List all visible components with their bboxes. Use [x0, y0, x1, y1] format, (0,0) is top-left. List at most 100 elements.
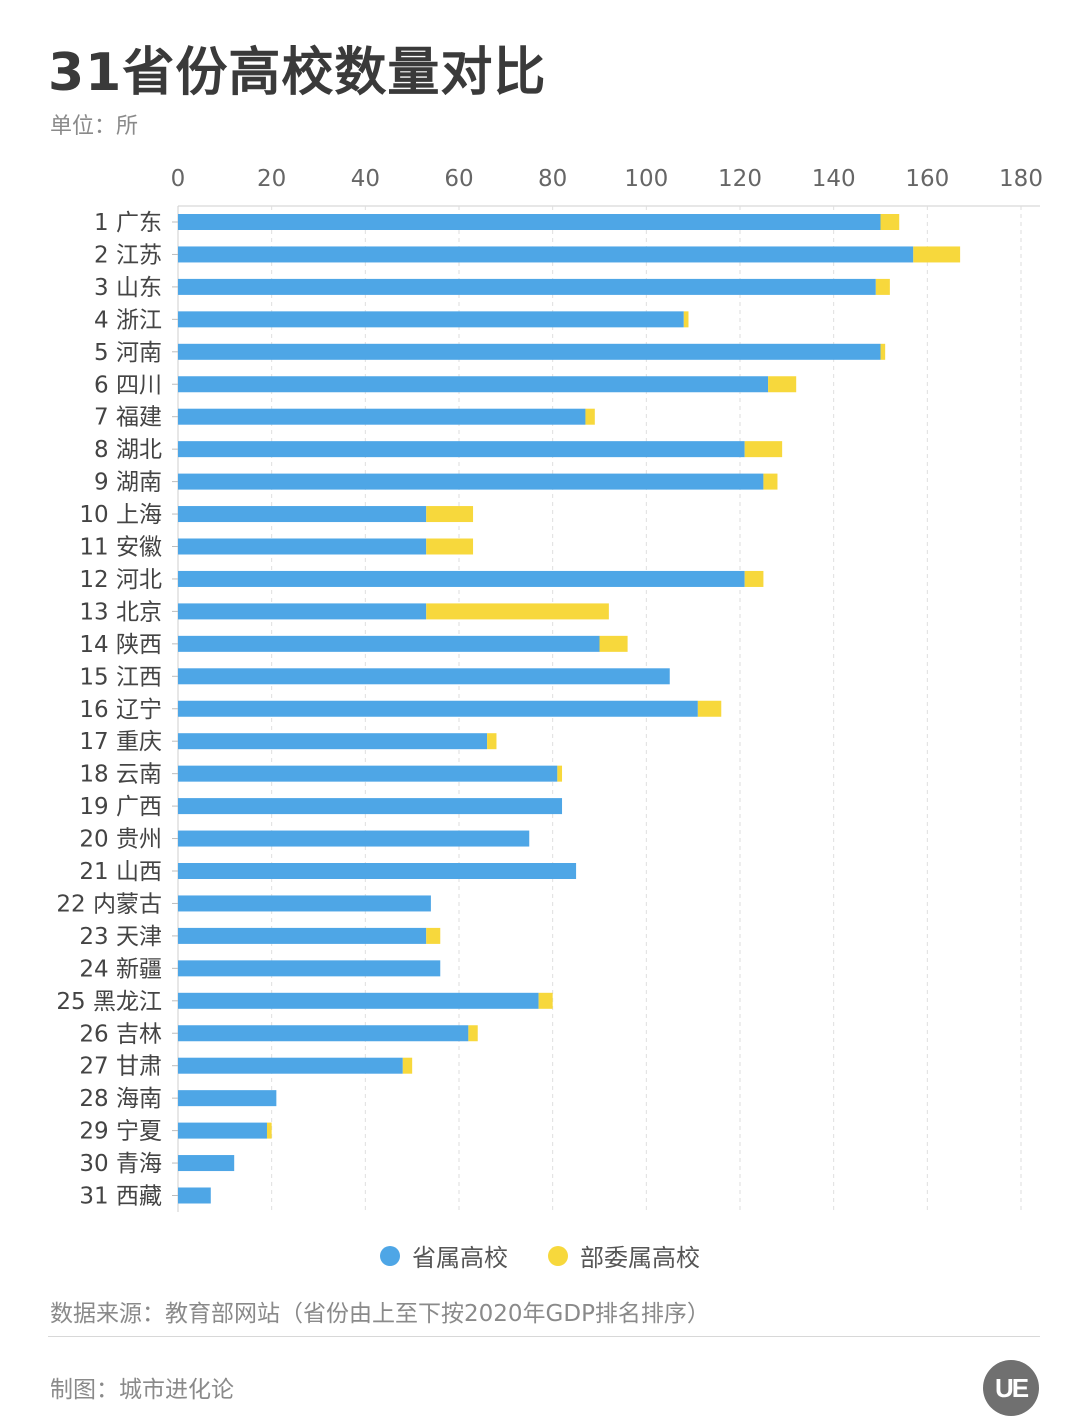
x-tick-label: 120	[718, 166, 762, 192]
category-label: 2 江苏	[94, 242, 162, 268]
bar-provincial	[178, 1057, 403, 1074]
bar-ministry	[880, 214, 900, 230]
bar-provincial	[178, 343, 881, 360]
bar-provincial	[178, 473, 764, 490]
bar-ministry	[538, 992, 553, 1009]
x-tick-label: 100	[624, 166, 668, 192]
category-label: 29 宁夏	[79, 1119, 162, 1145]
category-label: 26 吉林	[79, 1021, 162, 1047]
bar-ministry	[585, 408, 595, 425]
category-label: 12 河北	[79, 567, 162, 593]
bar-provincial	[178, 441, 745, 458]
legend-item-ministry: 部委属高校	[548, 1238, 700, 1273]
bar-ministry	[557, 765, 563, 782]
bar-provincial	[178, 603, 427, 620]
bar-provincial	[178, 992, 539, 1009]
bar-provincial	[178, 733, 488, 750]
category-label: 24 新疆	[79, 956, 162, 982]
category-label: 5 河南	[94, 340, 162, 366]
bar-ministry	[487, 733, 497, 750]
bar-ministry	[697, 700, 722, 717]
category-label: 21 山西	[79, 859, 162, 885]
bar-provincial	[178, 311, 684, 328]
bar-provincial	[178, 895, 431, 912]
bar-provincial	[178, 1155, 235, 1172]
bar-ministry	[875, 278, 890, 295]
ue-logo-icon: UE	[983, 1360, 1039, 1416]
bar-provincial	[178, 1090, 277, 1107]
bar-provincial	[178, 635, 600, 652]
chart-title: 31省份高校数量对比	[48, 43, 547, 103]
bar-ministry	[913, 246, 961, 263]
bar-provincial	[178, 863, 577, 879]
bar-ministry	[683, 311, 689, 328]
category-label: 23 天津	[79, 924, 162, 950]
bar-ministry	[426, 603, 609, 620]
bar-ministry	[402, 1057, 413, 1074]
category-label: 25 黑龙江	[56, 989, 162, 1015]
legend-label-provincial: 省属高校	[412, 1244, 508, 1272]
category-label: 31 西藏	[79, 1184, 162, 1210]
bar-ministry	[880, 343, 886, 360]
category-label: 27 甘肃	[79, 1054, 162, 1080]
bar-ministry	[266, 1122, 272, 1139]
bar-provincial	[178, 960, 441, 977]
legend-item-provincial: 省属高校	[380, 1238, 508, 1273]
x-tick-label: 20	[257, 166, 286, 192]
bar-ministry	[744, 441, 783, 458]
x-tick-label: 140	[812, 166, 856, 192]
bar-ministry	[768, 376, 797, 393]
bar-ministry	[468, 1025, 478, 1042]
legend-label-ministry: 部委属高校	[580, 1244, 700, 1272]
category-label: 22 内蒙古	[56, 891, 162, 917]
legend: 省属高校 部委属高校	[0, 1238, 1080, 1273]
bar-provincial	[178, 278, 876, 295]
category-label: 14 陕西	[79, 632, 162, 658]
bar-provincial	[178, 408, 586, 425]
chart-credit: 制图：城市进化论	[50, 1377, 234, 1403]
category-label: 9 湖南	[94, 470, 162, 496]
bar-ministry	[744, 570, 764, 587]
x-tick-label: 0	[171, 166, 186, 192]
category-label: 11 安徽	[79, 535, 162, 561]
category-label: 28 海南	[79, 1086, 162, 1112]
category-label: 8 湖北	[94, 437, 162, 463]
bar-provincial	[178, 1025, 469, 1042]
category-label: 15 江西	[79, 664, 162, 690]
bar-ministry	[763, 473, 778, 490]
bar-provincial	[178, 506, 427, 523]
footer-divider	[48, 1336, 1040, 1337]
bar-provincial	[178, 798, 563, 815]
category-label: 3 山东	[94, 275, 162, 301]
bar-provincial	[178, 1122, 267, 1139]
bar-ministry	[426, 538, 474, 555]
category-label: 1 广东	[94, 210, 162, 236]
x-tick-label: 180	[999, 166, 1043, 192]
category-label: 30 青海	[79, 1151, 162, 1177]
category-label: 20 贵州	[79, 827, 162, 853]
bar-provincial	[178, 214, 881, 230]
bar-provincial	[178, 538, 427, 555]
category-label: 19 广西	[79, 794, 162, 820]
bar-provincial	[178, 927, 427, 944]
bar-chart: 0 20 40 60 80 100 120 140 160 180 1 广东 2 江苏 3 山东 4 浙江…	[56, 166, 1043, 1212]
x-tick-label: 80	[538, 166, 567, 192]
category-label: 6 四川	[94, 372, 162, 398]
bar-provincial	[178, 1187, 211, 1204]
bar-ministry	[426, 927, 441, 944]
x-tick-label: 40	[351, 166, 380, 192]
bar-provincial	[178, 570, 745, 587]
bar-provincial	[178, 765, 558, 782]
x-tick-label: 60	[444, 166, 473, 192]
unit-label: 单位：所	[50, 114, 139, 139]
bar-provincial	[178, 668, 670, 685]
bar-provincial	[178, 376, 769, 393]
legend-blue-dot-icon	[380, 1245, 400, 1266]
category-label: 16 辽宁	[79, 697, 162, 723]
x-tick-label: 160	[905, 166, 949, 192]
category-label: 7 福建	[94, 405, 162, 431]
bar-provincial	[178, 830, 530, 847]
category-label: 4 浙江	[94, 307, 162, 333]
legend-yellow-dot-icon	[548, 1245, 568, 1266]
data-source-note: 数据来源：教育部网站（省份由上至下按2020年GDP排名排序）	[50, 1301, 710, 1327]
